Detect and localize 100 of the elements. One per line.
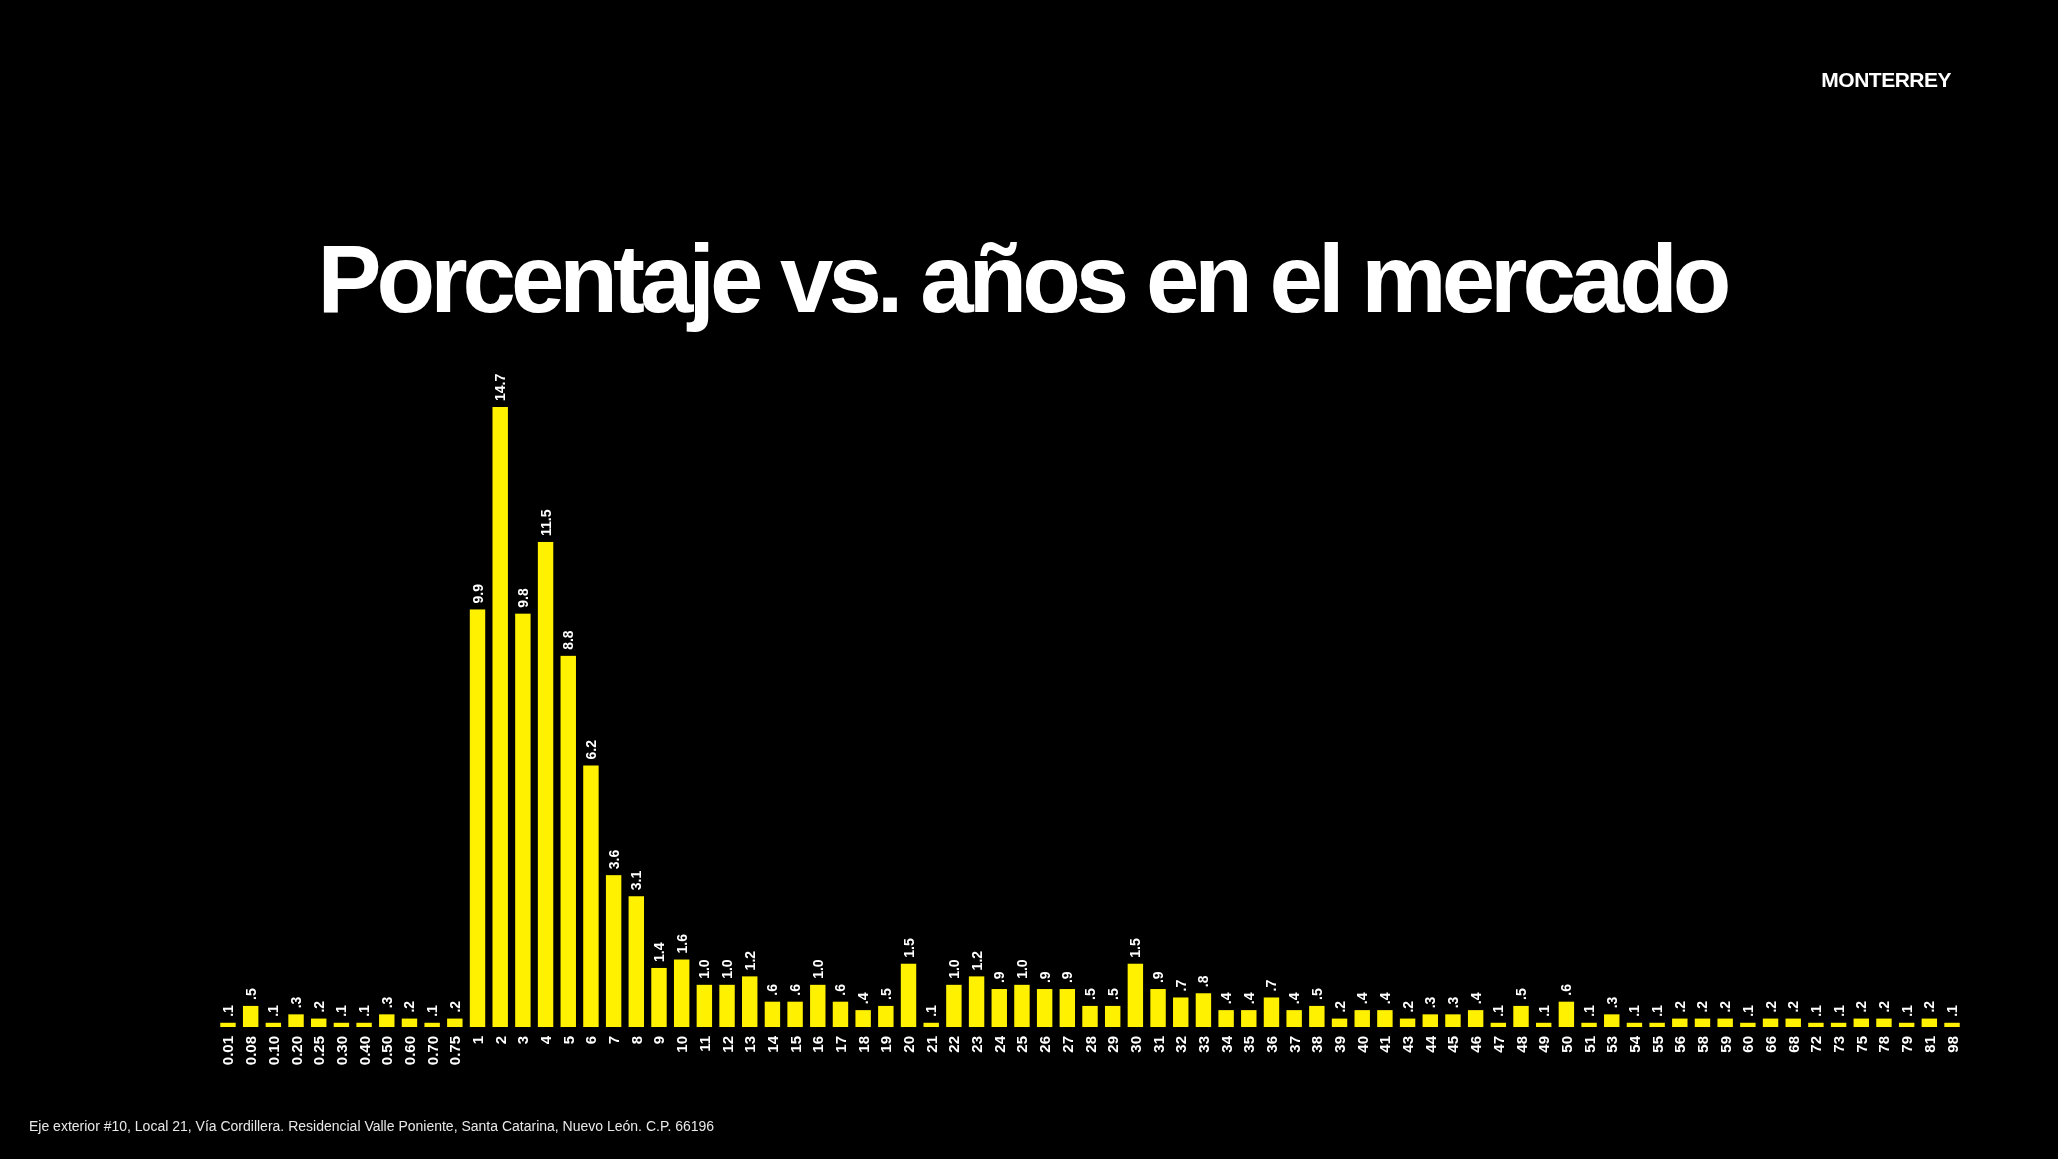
bar bbox=[946, 984, 962, 1027]
bar bbox=[1399, 1018, 1416, 1027]
bar bbox=[379, 1014, 395, 1027]
bar bbox=[1785, 1018, 1801, 1027]
bar bbox=[787, 1001, 803, 1027]
bar bbox=[810, 984, 826, 1027]
data-label: .1 bbox=[356, 1004, 373, 1017]
data-label: 3.1 bbox=[628, 870, 645, 891]
bar bbox=[628, 896, 645, 1027]
bar bbox=[1898, 1022, 1915, 1027]
bar bbox=[673, 959, 690, 1027]
data-label: .2 bbox=[1875, 1000, 1892, 1013]
x-tick-label: 0.20 bbox=[287, 1036, 305, 1066]
bar bbox=[855, 1010, 871, 1027]
data-label: .1 bbox=[1739, 1004, 1756, 1017]
data-label: .6 bbox=[832, 983, 849, 996]
bar bbox=[1309, 1005, 1325, 1027]
data-label: 1.6 bbox=[673, 933, 690, 954]
x-tick-label: 24 bbox=[990, 1035, 1008, 1053]
data-label: 1.0 bbox=[945, 959, 962, 979]
bar bbox=[1830, 1022, 1847, 1027]
data-label: .1 bbox=[1944, 1004, 1961, 1017]
x-tick-label: 55 bbox=[1648, 1036, 1666, 1053]
bar bbox=[311, 1018, 327, 1027]
data-label: .2 bbox=[1853, 1000, 1870, 1013]
x-tick-label: 39 bbox=[1331, 1036, 1349, 1053]
x-tick-label: 0.01 bbox=[219, 1036, 237, 1066]
text: Eje exterior #10, Local 21, Vía Cordillera. Residencial Valle Poniente, Santa Catarina, Nuevo León. C.P. 66196 bbox=[29, 1118, 715, 1134]
x-tick-label: 60 bbox=[1739, 1036, 1757, 1053]
x-tick-label: 22 bbox=[945, 1036, 963, 1053]
x-tick-label: 41 bbox=[1376, 1036, 1394, 1053]
data-label: .2 bbox=[401, 1000, 418, 1013]
x-tick-label: 9 bbox=[650, 1036, 668, 1045]
x-tick-label: 16 bbox=[809, 1036, 827, 1053]
data-label: .1 bbox=[424, 1004, 441, 1017]
x-tick-label: 3 bbox=[514, 1036, 532, 1045]
data-label: 1.0 bbox=[809, 959, 826, 979]
bar bbox=[1059, 989, 1076, 1027]
data-label: .5 bbox=[1082, 988, 1098, 1000]
data-label: .2 bbox=[1331, 1000, 1348, 1013]
bar bbox=[1513, 1005, 1529, 1027]
x-tick-label: 47 bbox=[1489, 1036, 1507, 1053]
bar bbox=[1467, 1010, 1484, 1027]
bar bbox=[333, 1022, 350, 1027]
data-label: .5 bbox=[877, 988, 894, 1000]
data-label: 8.8 bbox=[560, 630, 577, 650]
data-label: .1 bbox=[1535, 1004, 1552, 1017]
bar bbox=[651, 967, 667, 1027]
data-label: .5 bbox=[1513, 988, 1530, 1000]
x-tick-label: 12 bbox=[718, 1036, 736, 1053]
x-tick-label: 50 bbox=[1557, 1036, 1575, 1053]
data-label: .1 bbox=[219, 1004, 236, 1017]
x-tick-label: 54 bbox=[1625, 1035, 1643, 1053]
bar bbox=[288, 1014, 304, 1027]
data-label: .1 bbox=[1830, 1004, 1847, 1017]
bar bbox=[242, 1005, 259, 1027]
bar bbox=[469, 609, 486, 1027]
data-label: .2 bbox=[310, 1000, 327, 1013]
x-tick-label: 32 bbox=[1172, 1036, 1190, 1053]
x-tick-label: 73 bbox=[1830, 1036, 1848, 1053]
x-tick-label: 51 bbox=[1580, 1036, 1598, 1053]
bar bbox=[1445, 1014, 1461, 1027]
x-tick-label: 15 bbox=[786, 1036, 804, 1053]
data-label: 1.0 bbox=[696, 959, 713, 979]
data-label: 11.5 bbox=[537, 509, 554, 536]
x-tick-label: 0.60 bbox=[400, 1036, 418, 1066]
x-tick-label: 28 bbox=[1081, 1036, 1099, 1053]
bar bbox=[1036, 989, 1053, 1027]
x-tick-label: 0.50 bbox=[378, 1036, 396, 1066]
bar bbox=[1354, 1010, 1370, 1027]
data-label: .2 bbox=[1762, 1000, 1779, 1013]
x-tick-label: 40 bbox=[1353, 1036, 1371, 1053]
bar bbox=[1649, 1022, 1665, 1027]
bar bbox=[1241, 1010, 1257, 1027]
data-label: 3.6 bbox=[605, 849, 622, 870]
data-label: .9 bbox=[991, 971, 1008, 984]
x-tick-label: 0.30 bbox=[332, 1036, 350, 1066]
data-label: .4 bbox=[855, 992, 872, 1005]
bar bbox=[1740, 1022, 1756, 1027]
x-tick-label: 20 bbox=[900, 1036, 918, 1053]
bar bbox=[1490, 1022, 1507, 1027]
bar bbox=[605, 875, 622, 1027]
x-tick-label: 0.75 bbox=[446, 1036, 464, 1066]
data-label: .8 bbox=[1195, 975, 1212, 988]
x-tick-label: 14 bbox=[763, 1035, 781, 1053]
x-tick-label: 0.10 bbox=[264, 1036, 282, 1066]
x-tick-label: 27 bbox=[1058, 1036, 1076, 1053]
data-label: .2 bbox=[1785, 1000, 1802, 1013]
data-label: 1.5 bbox=[900, 938, 917, 958]
data-label: .1 bbox=[1626, 1004, 1643, 1017]
bar bbox=[1195, 993, 1212, 1027]
data-label: .3 bbox=[378, 996, 395, 1009]
data-label: .7 bbox=[1172, 979, 1189, 992]
bar bbox=[900, 963, 917, 1027]
text: MONTERREY bbox=[1821, 68, 1952, 91]
data-label: 9.8 bbox=[514, 587, 531, 608]
bar bbox=[492, 407, 508, 1027]
data-label: .9 bbox=[1059, 971, 1076, 984]
x-tick-label: 10 bbox=[673, 1036, 691, 1053]
bar bbox=[537, 541, 554, 1027]
